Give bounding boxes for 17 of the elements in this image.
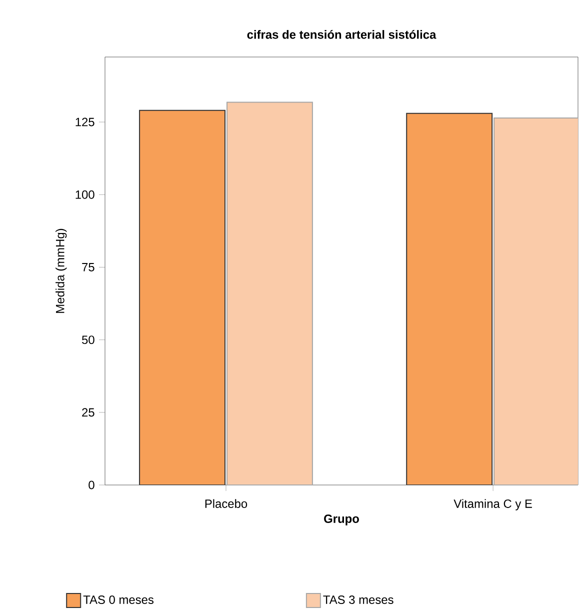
legend-label: TAS 0 meses <box>83 595 154 604</box>
y-tick-label: 25 <box>82 408 94 417</box>
chart-title: cifras de tensión arterial sistólica <box>247 30 436 39</box>
y-tick-label: 75 <box>82 263 94 272</box>
y-axis-title: Medida (mmHg) <box>56 228 67 313</box>
bar <box>494 117 578 485</box>
y-tick-label: 0 <box>88 480 94 490</box>
legend-label: TAS 3 meses <box>323 595 394 604</box>
x-tick-label: Vitamina C y E <box>454 499 532 510</box>
bar <box>139 110 226 485</box>
x-tick-label: Placebo <box>205 499 248 508</box>
y-tick-label: 100 <box>76 190 94 199</box>
bar <box>406 112 493 485</box>
y-tick-label: 125 <box>76 118 94 126</box>
x-axis-title: Grupo <box>324 514 359 526</box>
y-tick-label: 50 <box>82 336 94 344</box>
bar <box>226 102 313 485</box>
